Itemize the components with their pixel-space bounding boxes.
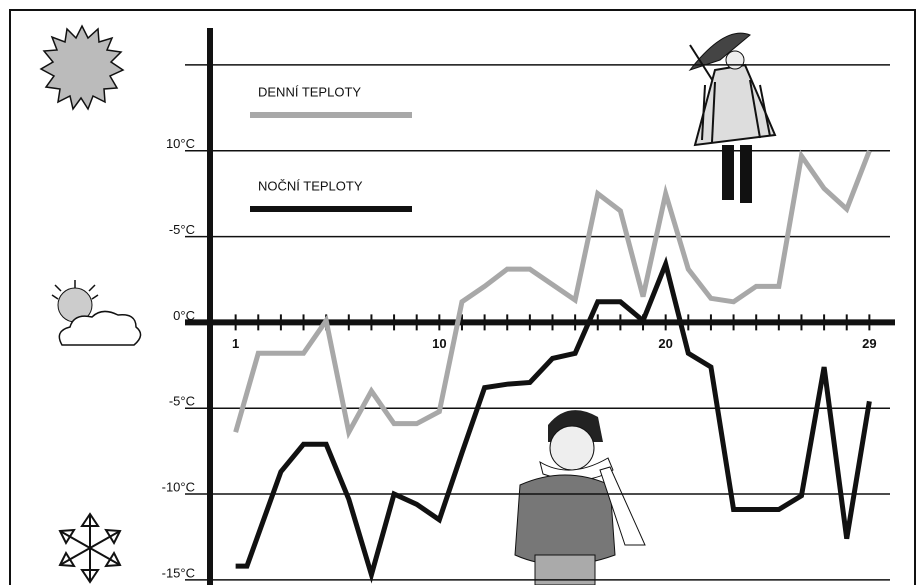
x-tick-label: 20	[658, 336, 672, 351]
y-tick-label: -5°C	[169, 222, 195, 237]
x-tick-label: 1	[232, 336, 239, 351]
y-tick-label: -15°C	[162, 565, 195, 580]
y-tick-label: -10°C	[162, 479, 195, 494]
cloud-icon	[52, 280, 141, 345]
legend-label: DENNÍ TEPLOTY	[258, 84, 361, 99]
sun-icon	[41, 26, 123, 109]
chart: 10°C-5°C0°C-5°C-10°C-15°C1102029DENNÍ TE…	[0, 0, 923, 585]
x-tick-label: 29	[862, 336, 876, 351]
cold-man-icon	[515, 410, 645, 585]
y-tick-label: 10°C	[166, 136, 195, 151]
y-tick-label: -5°C	[169, 394, 195, 409]
frame	[10, 10, 915, 585]
umbrella-person-icon	[690, 33, 775, 203]
legend-label: NOČNÍ TEPLOTY	[258, 178, 363, 193]
x-tick-label: 10	[432, 336, 446, 351]
snowflake-icon	[60, 514, 120, 582]
